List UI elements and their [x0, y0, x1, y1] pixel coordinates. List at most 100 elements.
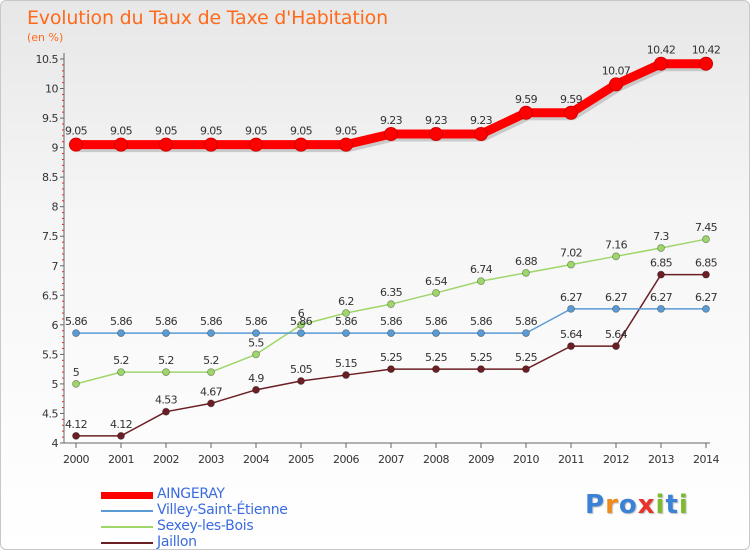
data-label: 9.05 — [290, 125, 313, 138]
data-label: 9.05 — [155, 125, 178, 138]
data-point — [204, 137, 218, 152]
data-point — [432, 289, 440, 297]
data-point — [432, 365, 440, 374]
x-tick-label: 2013 — [648, 453, 674, 466]
y-tick-label: 4.5 — [42, 407, 58, 420]
data-label: 6.85 — [650, 257, 673, 270]
legend-label: Sexey-les-Bois — [157, 518, 254, 534]
data-label: 9.05 — [200, 125, 223, 138]
data-point — [522, 329, 530, 338]
proxiti-logo: Proxiti — [585, 490, 689, 520]
data-point — [162, 368, 170, 377]
data-point — [72, 329, 80, 338]
data-label: 5.86 — [335, 315, 358, 328]
data-label: 5.2 — [158, 354, 174, 367]
data-label: 6.27 — [605, 291, 628, 304]
data-label: 5.86 — [110, 315, 133, 328]
data-label: 4.12 — [110, 418, 132, 431]
data-point — [612, 252, 620, 261]
data-label: 9.59 — [560, 93, 583, 106]
data-label: 5.86 — [380, 315, 403, 328]
y-tick-label: 4 — [52, 437, 59, 450]
data-point — [699, 56, 713, 71]
data-label: 9.05 — [245, 125, 268, 138]
x-tick-label: 2007 — [378, 453, 404, 466]
data-label: 9.05 — [110, 125, 133, 138]
data-point — [69, 137, 83, 152]
data-label: 6 — [298, 307, 305, 320]
legend-swatch — [101, 542, 153, 544]
data-point — [207, 329, 215, 338]
data-label: 6.85 — [695, 257, 718, 270]
data-label: 5.15 — [335, 357, 358, 370]
data-label: 6.27 — [560, 291, 583, 304]
data-point — [387, 365, 395, 374]
y-tick-label: 8.5 — [42, 171, 58, 184]
data-label: 7.45 — [695, 221, 718, 234]
data-label: 5.86 — [155, 315, 178, 328]
legend-swatch — [101, 491, 153, 499]
y-tick-label: 6.5 — [42, 289, 58, 302]
x-tick-label: 2004 — [243, 453, 269, 466]
chart-unit: (en %) — [27, 31, 64, 44]
data-point — [567, 342, 575, 351]
data-point — [342, 371, 350, 379]
logo-letter: o — [618, 490, 638, 520]
legend-swatch — [101, 526, 153, 528]
logo-letter: P — [585, 490, 606, 520]
data-point — [117, 329, 125, 338]
data-point — [612, 304, 620, 313]
data-label: 6.27 — [695, 291, 718, 304]
data-point — [162, 407, 170, 416]
data-label: 5.86 — [65, 315, 88, 328]
data-point — [207, 368, 215, 377]
logo-letter: x — [637, 490, 656, 520]
data-point — [117, 368, 125, 377]
data-label: 5.86 — [290, 315, 313, 328]
data-point — [72, 380, 80, 388]
data-point — [387, 329, 395, 338]
x-tick-label: 2009 — [468, 453, 494, 466]
logo-letter: i — [678, 490, 689, 520]
y-tick-label: 10 — [45, 83, 58, 96]
data-label: 7.02 — [560, 247, 582, 260]
data-point — [384, 127, 398, 142]
data-point — [117, 432, 125, 440]
data-label: 5.64 — [560, 328, 583, 341]
data-label: 7.16 — [605, 238, 628, 251]
data-point — [477, 365, 485, 374]
x-tick-label: 2001 — [108, 453, 134, 466]
data-point — [567, 260, 575, 269]
data-label: 6.88 — [515, 255, 538, 268]
x-tick-label: 2010 — [513, 453, 539, 466]
data-label: 6.54 — [425, 275, 448, 288]
data-label: 5.86 — [245, 315, 268, 328]
data-point — [564, 105, 578, 120]
x-tick-label: 2008 — [423, 453, 449, 466]
y-tick-label: 6 — [52, 319, 59, 332]
data-point — [249, 137, 263, 152]
y-tick-label: 7.5 — [42, 230, 58, 243]
x-tick-label: 2014 — [693, 453, 719, 466]
data-point — [252, 329, 260, 338]
logo-letter: t — [665, 490, 679, 520]
data-label: 9.05 — [65, 125, 88, 138]
data-label: 5.25 — [515, 351, 538, 364]
data-label: 9.23 — [380, 114, 403, 127]
data-point — [567, 304, 575, 313]
data-point — [654, 56, 668, 71]
data-point — [294, 137, 308, 152]
data-label: 5.25 — [470, 351, 493, 364]
data-point — [162, 329, 170, 338]
data-point — [339, 137, 353, 152]
y-tick-label: 7 — [52, 260, 59, 273]
data-point — [477, 277, 485, 286]
x-tick-label: 2011 — [558, 453, 584, 466]
data-point — [657, 270, 665, 279]
data-point — [342, 309, 350, 317]
data-point — [477, 329, 485, 338]
x-tick-label: 2012 — [603, 453, 629, 466]
legend-label: Villey-Saint-Étienne — [157, 502, 288, 518]
